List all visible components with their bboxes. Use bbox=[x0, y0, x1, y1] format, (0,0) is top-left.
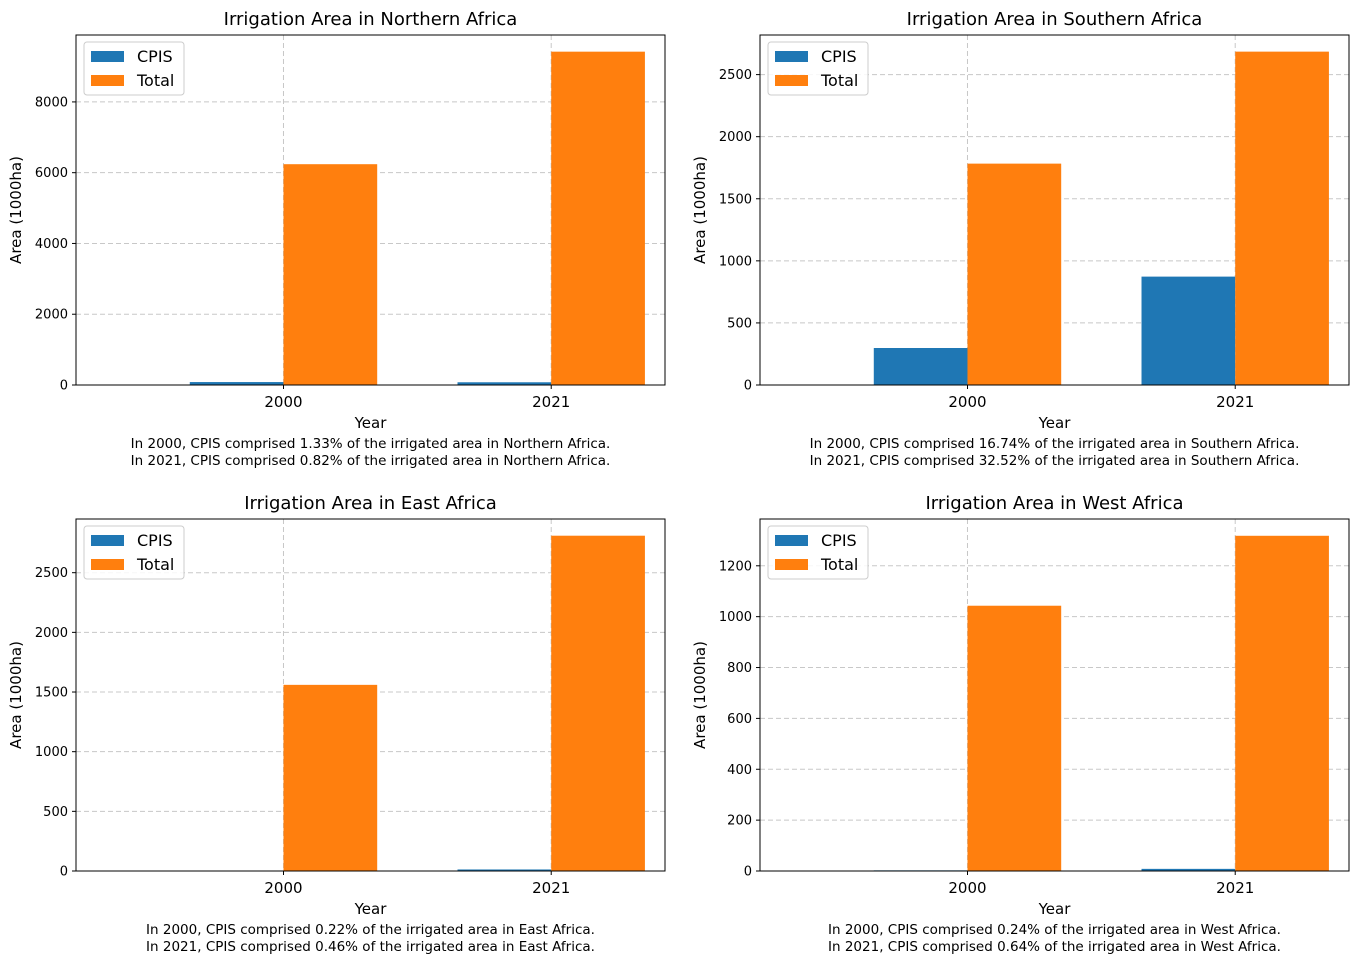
xtick-label: 2021 bbox=[532, 393, 570, 411]
chart-title: Irrigation Area in Southern Africa bbox=[907, 9, 1203, 30]
xtick-label: 2000 bbox=[264, 879, 302, 897]
legend-label-cpis: CPIS bbox=[137, 47, 173, 66]
legend-swatch-total bbox=[91, 75, 124, 86]
ytick-label: 2000 bbox=[35, 308, 68, 323]
x-axis-label: Year bbox=[1038, 414, 1072, 432]
chart-note: In 2000, CPIS comprised 16.74% of the ir… bbox=[810, 436, 1300, 452]
legend-label-total: Total bbox=[136, 71, 174, 90]
xtick-label: 2000 bbox=[948, 879, 986, 897]
chart-note: In 2000, CPIS comprised 0.24% of the irr… bbox=[828, 922, 1281, 938]
legend-label-total: Total bbox=[820, 555, 858, 574]
chart-title: Irrigation Area in West Africa bbox=[925, 493, 1183, 514]
y-axis-label: Area (1000ha) bbox=[691, 641, 709, 749]
bar-cpis-2021 bbox=[1141, 276, 1236, 385]
chart-panel-2: 0 500 1000 1500 2000 2500 2000 2021 Irrigation A… bbox=[691, 9, 1350, 469]
plot-frame bbox=[75, 518, 666, 872]
chart-panel-1: 0 2000 4000 6000 8000 2000 2021 Irrigation Area… bbox=[7, 9, 666, 469]
ytick-label: 1000 bbox=[719, 610, 752, 625]
xtick-label: 2000 bbox=[264, 393, 302, 411]
ytick-label: 400 bbox=[727, 763, 752, 778]
ytick-label: 1500 bbox=[35, 686, 68, 701]
chart-note: In 2021, CPIS comprised 0.82% of the irr… bbox=[131, 453, 611, 469]
ytick-label: 0 bbox=[744, 865, 752, 880]
legend-swatch-total bbox=[775, 559, 808, 570]
y-axis-label: Area (1000ha) bbox=[7, 156, 25, 264]
legend-label-cpis: CPIS bbox=[821, 531, 857, 550]
legend-swatch-cpis bbox=[91, 535, 124, 546]
ytick-label: 4000 bbox=[35, 237, 68, 252]
ytick-label: 0 bbox=[60, 865, 68, 880]
legend-label-total: Total bbox=[820, 71, 858, 90]
ytick-label: 8000 bbox=[35, 95, 68, 110]
ytick-label: 800 bbox=[727, 661, 752, 676]
ytick-label: 0 bbox=[744, 379, 752, 394]
chart-note: In 2021, CPIS comprised 0.46% of the irr… bbox=[146, 939, 595, 955]
bar-cpis-2021 bbox=[457, 869, 552, 871]
ytick-label: 500 bbox=[43, 805, 68, 820]
bar-cpis-2021 bbox=[457, 382, 552, 385]
plot-frame bbox=[759, 34, 1350, 386]
bar-total-2000 bbox=[967, 163, 1062, 385]
ytick-label: 2000 bbox=[719, 130, 752, 145]
y-axis-label: Area (1000ha) bbox=[691, 156, 709, 264]
chart-note: In 2000, CPIS comprised 1.33% of the irr… bbox=[131, 436, 611, 452]
chart-title: Irrigation Area in East Africa bbox=[244, 493, 497, 514]
xtick-label: 2021 bbox=[1216, 879, 1254, 897]
bar-total-2000 bbox=[283, 684, 378, 871]
legend-label-cpis: CPIS bbox=[821, 47, 857, 66]
x-axis-label: Year bbox=[354, 414, 388, 432]
legend-swatch-total bbox=[775, 75, 808, 86]
plot-frame bbox=[759, 518, 1350, 872]
x-axis-label: Year bbox=[354, 900, 388, 918]
bar-cpis-2021 bbox=[1141, 868, 1236, 871]
legend-label-cpis: CPIS bbox=[137, 531, 173, 550]
chart-note: In 2021, CPIS comprised 0.64% of the irr… bbox=[828, 939, 1281, 955]
bar-total-2000 bbox=[967, 605, 1062, 871]
ytick-label: 1200 bbox=[719, 559, 752, 574]
bar-total-2021 bbox=[551, 51, 645, 386]
chart-panel-4: 0 200 400 600 800 1000 1200 2000 2021 Irrigation … bbox=[691, 493, 1350, 955]
chart-note: In 2021, CPIS comprised 32.52% of the ir… bbox=[810, 453, 1300, 469]
y-axis-label: Area (1000ha) bbox=[7, 641, 25, 749]
ytick-label: 2500 bbox=[35, 566, 68, 581]
ytick-label: 2000 bbox=[35, 626, 68, 641]
ytick-label: 2500 bbox=[719, 68, 752, 83]
bar-cpis-2000 bbox=[189, 382, 284, 385]
ytick-label: 600 bbox=[727, 712, 752, 727]
xtick-label: 2000 bbox=[948, 393, 986, 411]
chart-title: Irrigation Area in Northern Africa bbox=[224, 9, 518, 30]
xtick-label: 2021 bbox=[532, 879, 570, 897]
ytick-label: 6000 bbox=[35, 166, 68, 181]
legend-swatch-cpis bbox=[775, 51, 808, 62]
ytick-label: 1000 bbox=[35, 745, 68, 760]
chart-note: In 2000, CPIS comprised 0.22% of the irr… bbox=[146, 922, 595, 938]
ytick-label: 1500 bbox=[719, 192, 752, 207]
chart-panel-3: 0 500 1000 1500 2000 2500 2000 2021 Irrigation A… bbox=[7, 493, 666, 955]
ytick-label: 200 bbox=[727, 814, 752, 829]
ytick-label: 1000 bbox=[719, 254, 752, 269]
legend-label-total: Total bbox=[136, 555, 174, 574]
legend-swatch-cpis bbox=[775, 535, 808, 546]
bar-total-2021 bbox=[1235, 51, 1329, 385]
plot-frame bbox=[75, 34, 666, 386]
bar-cpis-2000 bbox=[873, 348, 968, 385]
xtick-label: 2021 bbox=[1216, 393, 1254, 411]
legend-swatch-total bbox=[91, 559, 124, 570]
bar-total-2000 bbox=[283, 164, 378, 385]
ytick-label: 0 bbox=[60, 379, 68, 394]
ytick-label: 500 bbox=[727, 316, 752, 331]
bar-total-2021 bbox=[1235, 535, 1329, 871]
legend-swatch-cpis bbox=[91, 51, 124, 62]
x-axis-label: Year bbox=[1038, 900, 1072, 918]
bar-total-2021 bbox=[551, 535, 645, 871]
